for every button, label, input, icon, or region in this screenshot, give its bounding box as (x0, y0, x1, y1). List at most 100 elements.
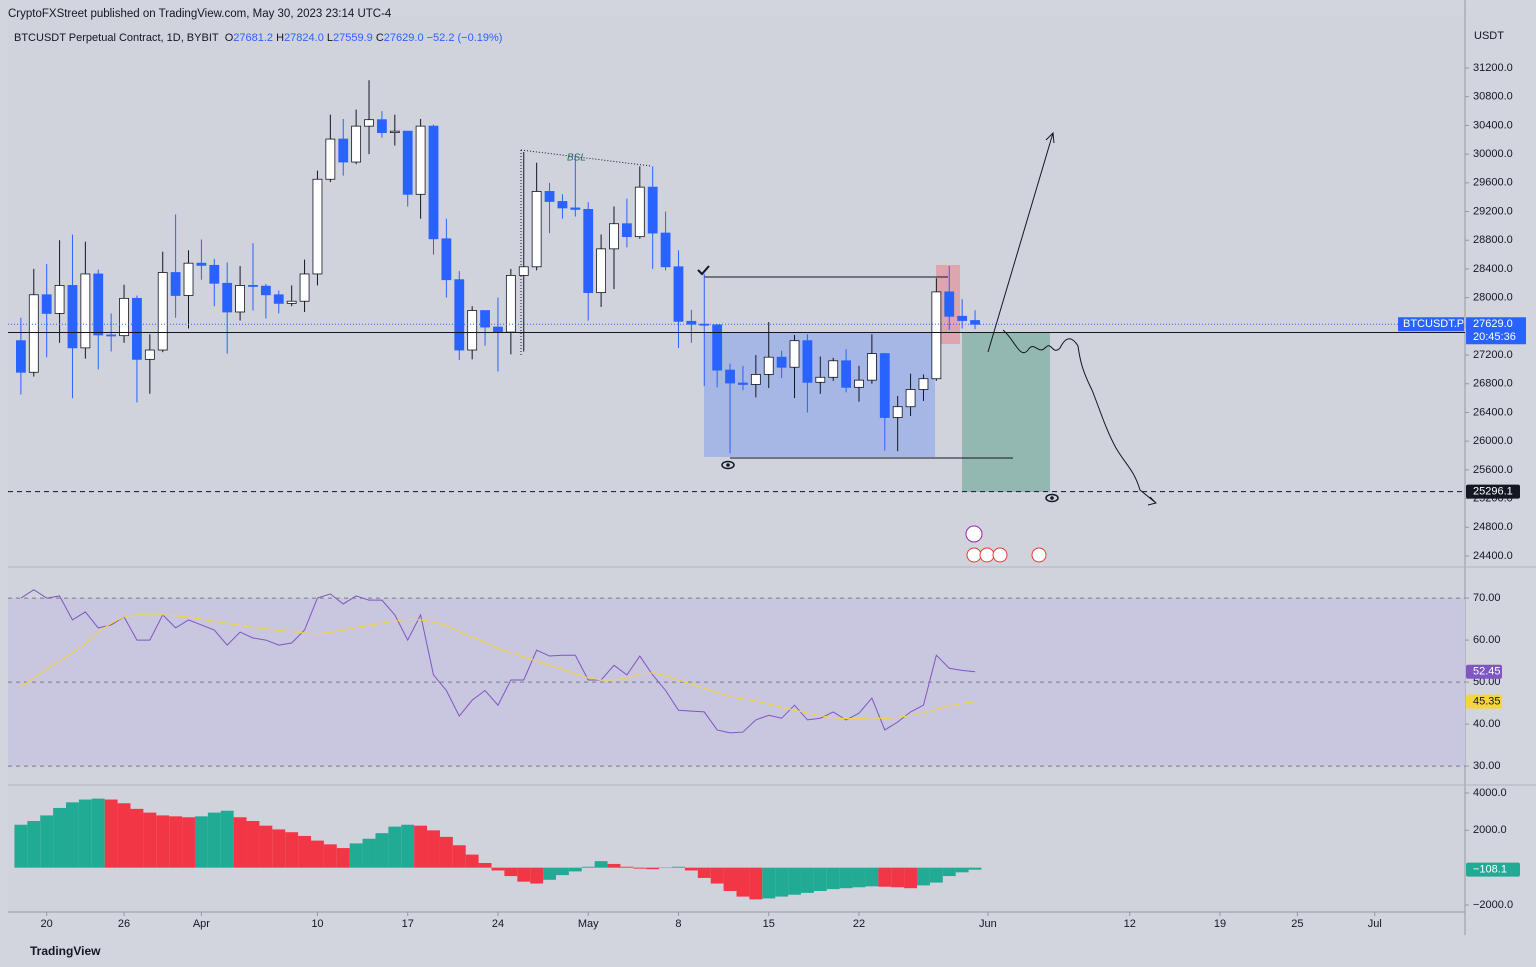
candle-body (686, 320, 697, 325)
legend-key: H (276, 32, 285, 44)
y-tick-label: 26000.0 (1473, 435, 1513, 447)
histogram-bar (517, 867, 531, 882)
histogram-bar (53, 807, 67, 868)
check-icon (697, 265, 710, 276)
legend-value: 27559.9 (333, 32, 373, 44)
y-tick-label: 29600.0 (1473, 177, 1513, 189)
y-tick-label: 27200.0 (1473, 349, 1513, 361)
y-tick-label: −2000.0 (1473, 899, 1513, 911)
histogram-bar (349, 843, 363, 868)
candle-body (248, 285, 258, 287)
histogram-last-value-box (1466, 862, 1520, 877)
candle-body (970, 320, 980, 325)
y-tick-label: 2000.0 (1473, 824, 1507, 836)
legend-key: L (326, 32, 334, 44)
event-icon[interactable] (965, 525, 983, 543)
histogram-bar (439, 836, 453, 868)
candle-body (609, 223, 619, 250)
histogram-bar (298, 835, 312, 868)
histogram-bar (929, 867, 943, 883)
candle-body (493, 326, 503, 333)
candle-body (634, 186, 645, 238)
candle-body (389, 130, 400, 134)
event-icon[interactable] (979, 547, 995, 563)
histogram-bar (427, 830, 440, 868)
candle-body (712, 324, 723, 371)
histogram-bar (362, 838, 376, 868)
histogram-bar (607, 863, 621, 868)
candle-body (918, 378, 929, 390)
legend: BTCUSDT Perpetual Contract, 1D, BYBIT O2… (14, 32, 502, 44)
event-icon[interactable] (1031, 547, 1047, 563)
histogram-bar (942, 867, 956, 877)
histogram-bar (749, 867, 763, 900)
candle-body (570, 207, 581, 210)
histogram-bar (955, 867, 969, 873)
histogram-bar (130, 808, 144, 868)
histogram-bar (684, 867, 698, 871)
candle-body (802, 340, 813, 383)
legend-key: C (375, 32, 384, 44)
legend-key: O (224, 32, 234, 44)
candle-body (854, 379, 864, 388)
histogram-bar (182, 817, 195, 868)
event-icon[interactable] (966, 547, 982, 563)
y-tick-label: 29200.0 (1473, 205, 1513, 217)
candle-body (351, 125, 362, 163)
candle-body (41, 294, 52, 314)
candle-body (725, 369, 735, 384)
histogram-bar (259, 825, 273, 868)
footer: TradingView (30, 944, 101, 958)
histogram-bar (672, 866, 685, 868)
x-tick-label: Jun (979, 918, 997, 930)
candle-body (183, 262, 194, 296)
x-tick-label: 17 (402, 918, 414, 930)
candle-body (377, 119, 387, 134)
candle-body (467, 310, 478, 351)
candle-body (196, 262, 207, 266)
histogram-bar (568, 867, 582, 872)
histogram-bar (852, 867, 866, 888)
candle-body (828, 360, 839, 378)
candle-body (80, 273, 91, 349)
histogram-bar (504, 867, 518, 877)
candle-body (222, 282, 233, 313)
candle-body (622, 223, 632, 238)
candle-body (866, 353, 877, 381)
histogram-bar (968, 867, 982, 870)
plot-background (8, 15, 1465, 912)
up-arrow (987, 131, 1055, 353)
histogram-bar (581, 866, 595, 868)
candle-body (312, 178, 323, 275)
candle-body (776, 356, 787, 368)
histogram-bar (207, 812, 221, 868)
ohlc-legend: O27681.2 H27824.0 L27559.9 C27629.0 (225, 32, 427, 44)
eye-icon (721, 460, 735, 470)
y-tick-label: 30800.0 (1473, 91, 1513, 103)
candle-body (557, 201, 568, 209)
x-tick-label: May (578, 918, 599, 930)
candle-body (596, 248, 607, 294)
histogram-bar (736, 867, 750, 897)
x-tick-label: 22 (853, 918, 865, 930)
histogram-bar (530, 867, 544, 884)
histogram-bar (788, 867, 801, 895)
candle-body (944, 291, 955, 317)
histogram-bar (813, 867, 827, 892)
histogram-bar (401, 824, 415, 868)
candle-body (54, 285, 65, 314)
candle-body (286, 300, 297, 304)
x-tick-label: 26 (118, 918, 130, 930)
histogram-bar (156, 815, 170, 868)
candle-body (892, 406, 903, 418)
x-tick-label: 19 (1214, 918, 1226, 930)
y-tick-label: 28800.0 (1473, 234, 1513, 246)
histogram-last-value: −108.1 (1473, 864, 1507, 876)
histogram-bar (246, 821, 260, 868)
y-tick-label: 30.00 (1473, 760, 1501, 772)
y-tick-label: 70.00 (1473, 592, 1501, 604)
candle-body (325, 138, 336, 180)
histogram-bar (194, 816, 208, 868)
event-icon[interactable] (992, 547, 1008, 563)
candle-body (505, 274, 516, 333)
